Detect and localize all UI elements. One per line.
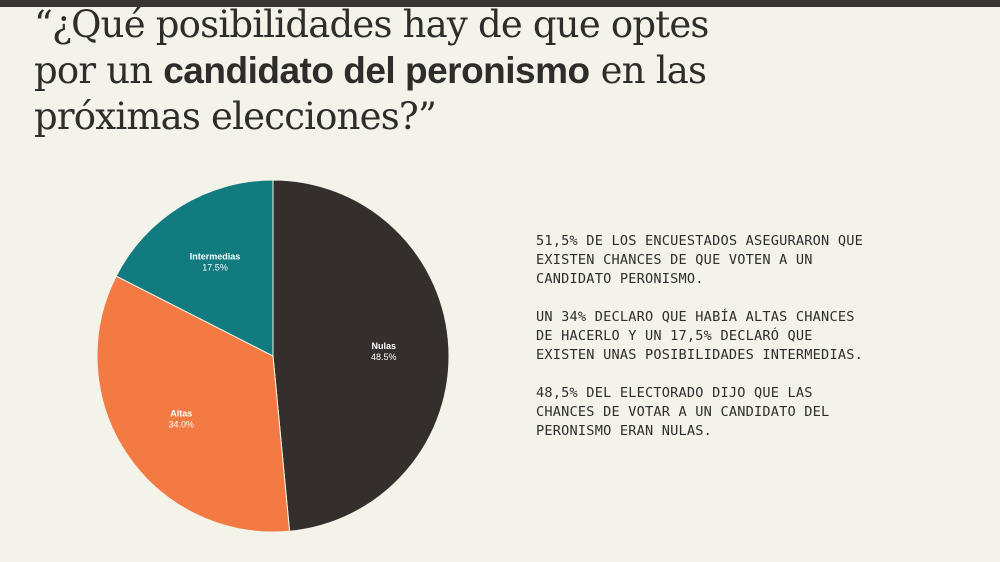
slice-value-label: 17.5% [202, 262, 228, 272]
pie-slice-intermedias [115, 179, 274, 357]
page-title: “¿Qué posibilidades hay de que optes por… [34, 2, 794, 140]
slice-label: Nulas [371, 341, 396, 351]
title-line-1: “¿Qué posibilidades hay de que optes [34, 3, 709, 46]
note-paragraph: 51,5% DE LOS ENCUESTADOS ASEGURARON QUE … [536, 233, 863, 287]
title-emphasis: candidato del peronismo [163, 50, 590, 91]
slice-value-label: 48.5% [371, 352, 397, 362]
title-line-3: próximas elecciones?” [34, 95, 437, 138]
note-paragraph: 48,5% DEL ELECTORADO DIJO QUE LAS CHANCE… [536, 385, 830, 439]
title-line-2: por un candidato del peronismo en las [34, 48, 794, 94]
slice-label: Intermedias [190, 251, 241, 261]
summary-notes: 51,5% DE LOS ENCUESTADOS ASEGURARON QUE … [536, 232, 976, 460]
pie-slice-nulas [272, 179, 450, 532]
top-bar [0, 0, 1000, 7]
slice-label: Altas [170, 408, 192, 418]
title-text: en las [589, 49, 707, 92]
title-text: por un [34, 49, 164, 92]
note-paragraph: UN 34% DECLARO QUE HABÍA ALTAS CHANCES D… [536, 309, 863, 363]
slice-value-label: 34.0% [169, 419, 195, 429]
